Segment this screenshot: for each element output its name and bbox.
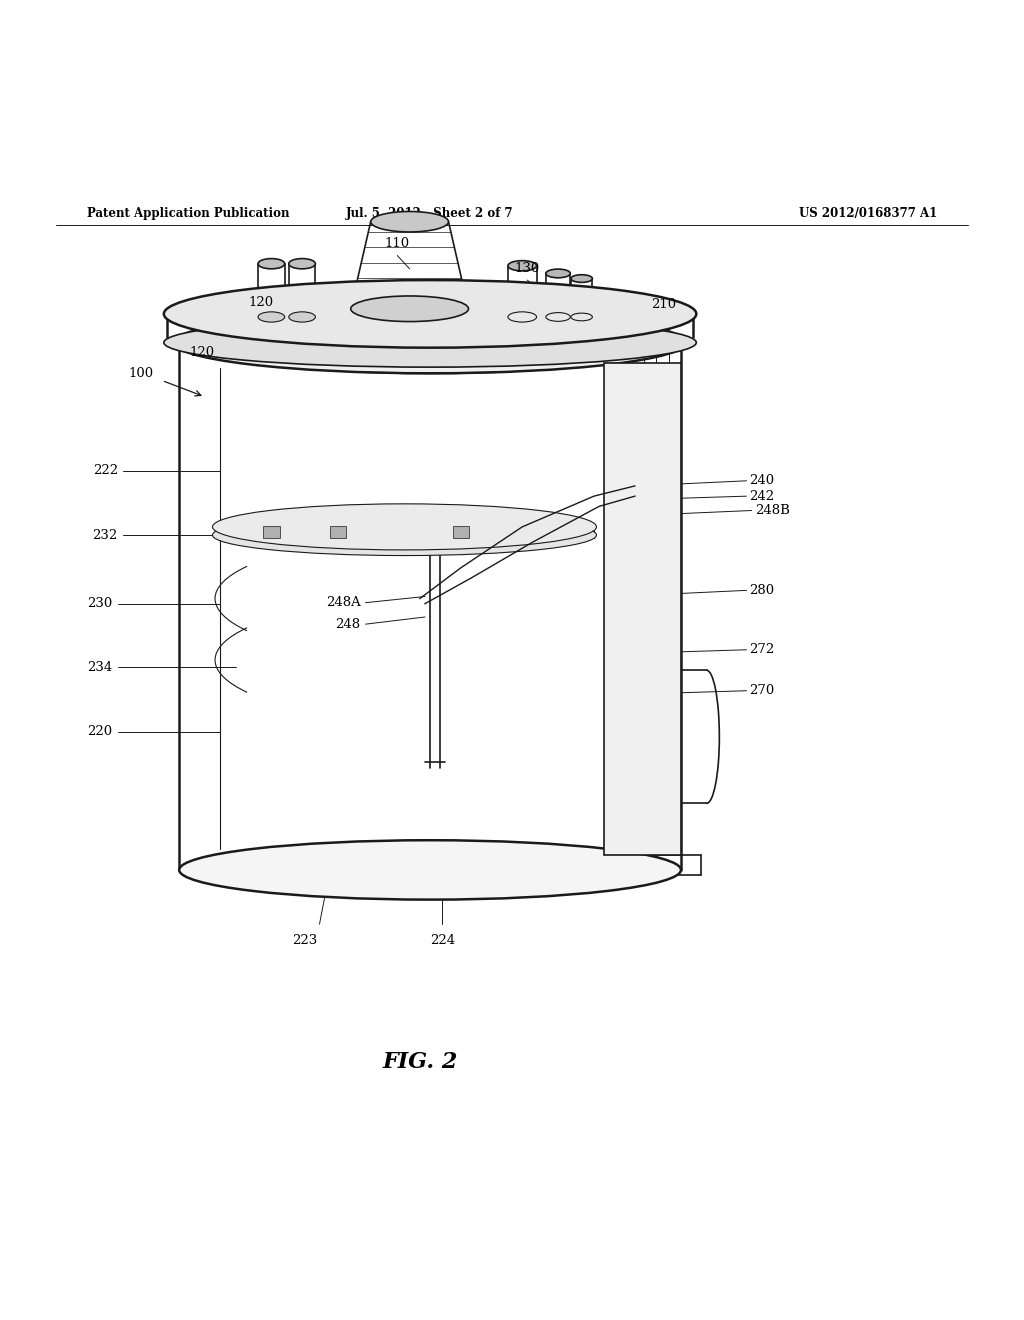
Ellipse shape xyxy=(213,504,596,550)
Text: 110: 110 xyxy=(385,238,410,251)
Bar xyxy=(330,525,346,539)
Text: US 2012/0168377 A1: US 2012/0168377 A1 xyxy=(799,207,937,220)
Bar xyxy=(263,525,280,539)
Ellipse shape xyxy=(258,312,285,322)
Text: 210: 210 xyxy=(651,298,676,310)
Bar xyxy=(453,525,469,539)
Ellipse shape xyxy=(258,259,285,269)
Text: 100: 100 xyxy=(129,367,154,380)
Ellipse shape xyxy=(371,211,449,232)
Ellipse shape xyxy=(179,841,681,900)
Text: 248B: 248B xyxy=(755,504,790,517)
Ellipse shape xyxy=(508,260,537,271)
Text: 270: 270 xyxy=(750,684,775,697)
Ellipse shape xyxy=(213,515,596,556)
Ellipse shape xyxy=(164,280,696,347)
Text: 242: 242 xyxy=(750,490,775,503)
Text: 280: 280 xyxy=(750,583,775,597)
Text: 224: 224 xyxy=(430,935,455,948)
Text: 248A: 248A xyxy=(326,597,360,609)
Ellipse shape xyxy=(174,312,686,374)
Text: Jul. 5, 2012   Sheet 2 of 7: Jul. 5, 2012 Sheet 2 of 7 xyxy=(346,207,514,220)
Text: 234: 234 xyxy=(87,661,113,673)
Text: 240: 240 xyxy=(750,474,775,487)
Text: 130: 130 xyxy=(515,261,540,275)
Text: Patent Application Publication: Patent Application Publication xyxy=(87,207,290,220)
Ellipse shape xyxy=(350,296,469,322)
Text: 223: 223 xyxy=(293,935,317,948)
Text: 248: 248 xyxy=(335,618,360,631)
Text: 230: 230 xyxy=(87,597,113,610)
Text: 232: 232 xyxy=(92,528,118,541)
Text: 120: 120 xyxy=(249,296,273,309)
Text: FIG. 2: FIG. 2 xyxy=(382,1051,458,1073)
Ellipse shape xyxy=(546,269,570,277)
Ellipse shape xyxy=(289,312,315,322)
Ellipse shape xyxy=(571,275,592,282)
Text: 222: 222 xyxy=(92,465,118,477)
Text: 272: 272 xyxy=(750,643,775,656)
Text: 120: 120 xyxy=(189,346,215,359)
Ellipse shape xyxy=(164,318,696,367)
FancyBboxPatch shape xyxy=(604,363,681,854)
Text: 220: 220 xyxy=(87,725,113,738)
Ellipse shape xyxy=(289,259,315,269)
